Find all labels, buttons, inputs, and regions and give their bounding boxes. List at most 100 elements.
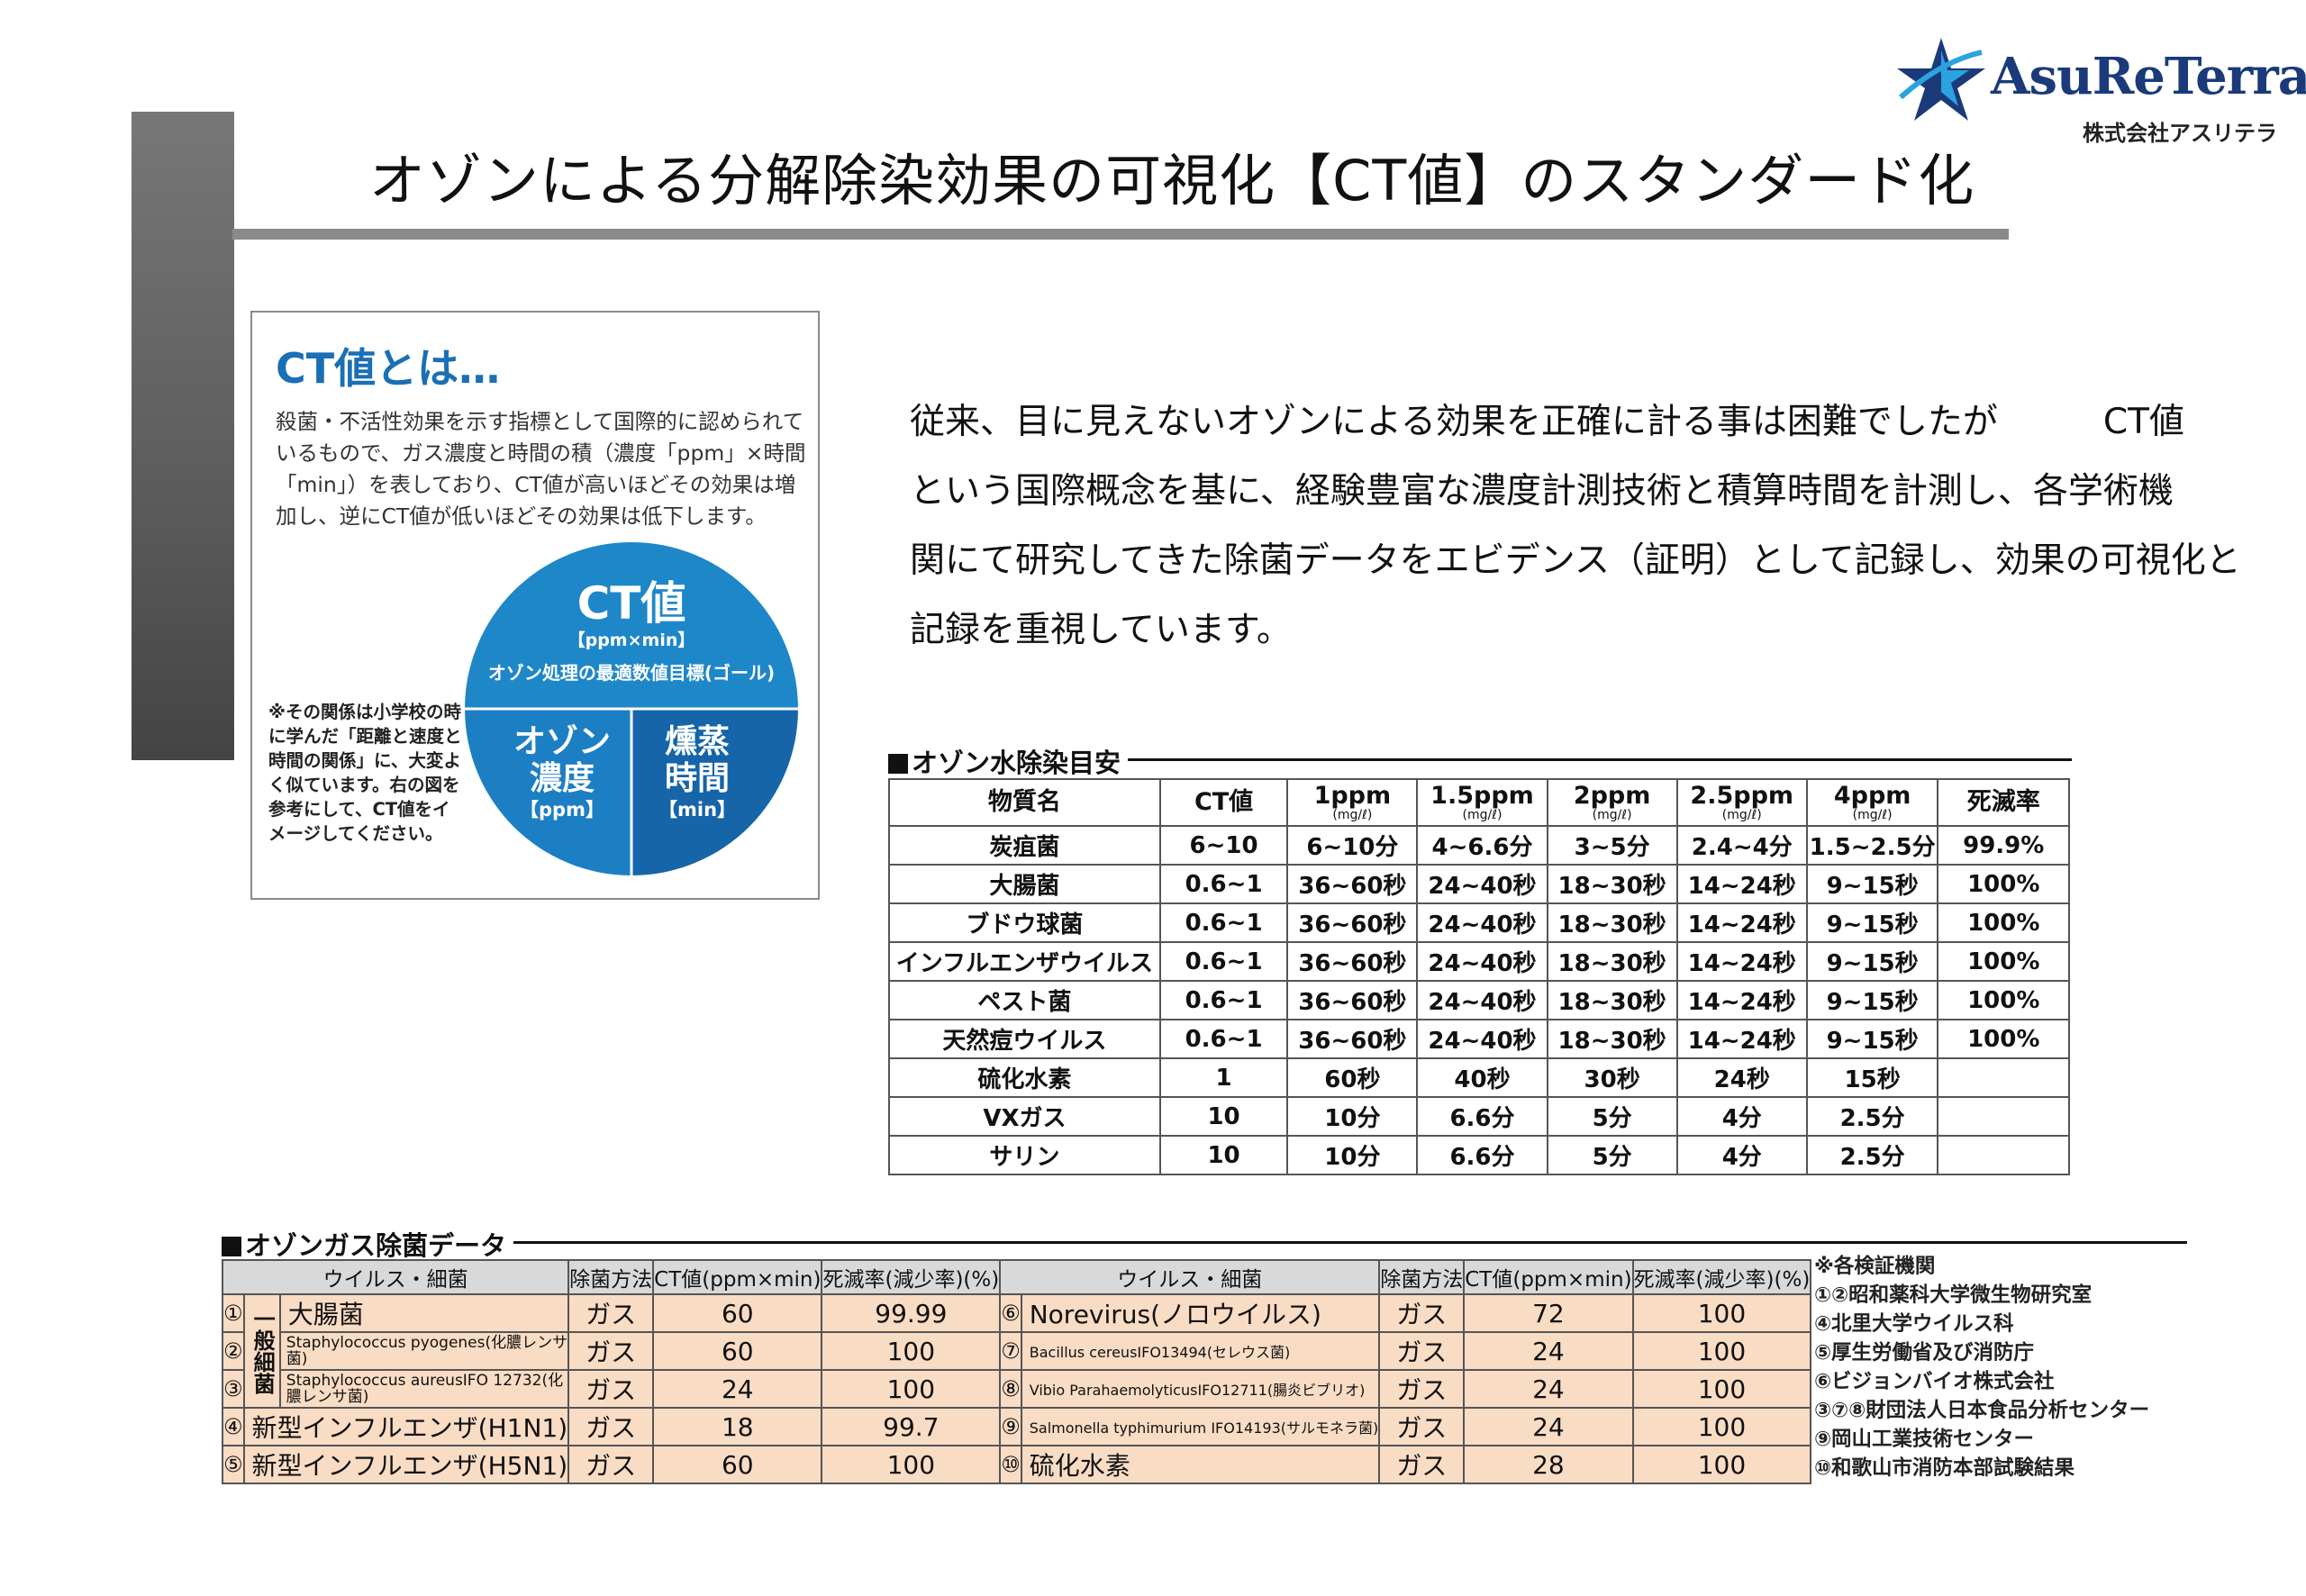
ct-value-cell: 60 — [652, 1445, 823, 1484]
water-value-cell: 24~40秒 — [1416, 941, 1548, 982]
water-header-unit: (mg/ℓ) — [1592, 808, 1632, 822]
substance-name-cell: ペスト菌 — [888, 980, 1161, 1020]
water-value-cell: 6~10分 — [1286, 825, 1419, 866]
water-header-label: 4ppm — [1833, 782, 1911, 810]
water-header-label: 物質名 — [987, 788, 1061, 816]
water-value-cell: 18~30秒 — [1546, 941, 1678, 982]
water-value-cell: 0.6~1 — [1158, 980, 1289, 1020]
water-value-cell: 24~40秒 — [1416, 1019, 1548, 1059]
water-value-cell: 9~15秒 — [1805, 980, 1939, 1020]
ct-value-cell: 72 — [1463, 1293, 1634, 1333]
row-number: ⑦ — [999, 1331, 1022, 1371]
gas-header-cell: ウイルス・細菌 — [221, 1259, 570, 1295]
water-value-cell: 18~30秒 — [1546, 980, 1678, 1020]
water-value-cell: 36~60秒 — [1286, 902, 1419, 943]
ct-box-note: ※その関係は小学校の時に学んだ「距離と速度と時間の関係」に、大変よく似ています。… — [268, 702, 462, 844]
kill-rate-cell: 100 — [1631, 1445, 1812, 1484]
water-header-unit: (mg/ℓ) — [1852, 808, 1893, 822]
substance-name-cell: 炭疽菌 — [888, 825, 1161, 866]
agency-line: ※各検証機関 — [1814, 1255, 1936, 1278]
star-logo-icon — [1897, 38, 1985, 121]
water-value-cell: 4分 — [1675, 1096, 1808, 1137]
side-accent-bar — [132, 112, 234, 760]
method-cell: ガス — [567, 1445, 655, 1484]
circle-ct-caption: オゾン処理の最適数値目標(ゴール) — [488, 662, 775, 684]
kill-rate-cell: 100 — [1631, 1331, 1812, 1371]
ct-value-cell: 60 — [652, 1331, 823, 1371]
circle-ct-unit: 【ppm×min】 — [568, 630, 695, 650]
water-value-cell: 9~15秒 — [1805, 864, 1939, 904]
circle-time-line2: 時間 — [665, 760, 730, 797]
row-number: ① — [222, 1293, 245, 1333]
water-value-cell: 0.6~1 — [1158, 1019, 1289, 1059]
agency-line: ⑥ビジョンバイオ株式会社 — [1814, 1370, 2055, 1393]
water-value-cell: 14~24秒 — [1675, 941, 1808, 982]
kill-rate-cell: 99.99 — [821, 1293, 1002, 1333]
water-value-cell: 3~5分 — [1546, 825, 1678, 866]
category-cell: 一般細菌 — [242, 1293, 281, 1409]
water-value-cell: 36~60秒 — [1286, 1019, 1419, 1059]
gas-header-cell: ウイルス・細菌 — [999, 1259, 1381, 1295]
water-header-cell: CT値 — [1158, 778, 1289, 827]
table-row: ③ Staphylococcus aureusIFO 12732(化膿レンサ菌) ガ… — [222, 1369, 1812, 1409]
circle-concentration-unit: 【ppm】 — [520, 799, 604, 821]
ct-value-cell: 24 — [1463, 1407, 1634, 1446]
water-header-label: CT値 — [1194, 788, 1254, 816]
table-row: 硫化水素 1 60秒 40秒 30秒 24秒 15秒 — [888, 1057, 2070, 1098]
water-value-cell: 18~30秒 — [1546, 902, 1678, 943]
company-logo: AsuReTerra 株式会社アスリテラ — [1892, 34, 2306, 151]
kill-rate-cell: 100 — [821, 1369, 1002, 1409]
water-value-cell: 0.6~1 — [1158, 902, 1289, 943]
table-row: サリン 10 10分 6.6分 5分 4分 2.5分 — [888, 1135, 2070, 1175]
method-cell: ガス — [1378, 1293, 1466, 1333]
water-header-cell: 1.5ppm (mg/ℓ) — [1416, 778, 1548, 827]
water-value-cell: 14~24秒 — [1675, 1019, 1808, 1059]
water-header-cell: 死滅率 — [1937, 778, 2070, 827]
water-header-unit: (mg/ℓ) — [1721, 808, 1762, 822]
row-number: ③ — [222, 1369, 245, 1409]
table-row: ① 一般細菌 大腸菌 ガス 60 99.99 ⑥ Norevirus(ノロウイルス) ガス 72 1… — [222, 1293, 1812, 1409]
water-value-cell: 10分 — [1286, 1135, 1419, 1175]
paragraph-line: 従来、目に見えないオゾンによる効果を正確に計る事は困難でしたが CT値 — [910, 402, 2184, 442]
organism-name: Salmonella typhimurium IFO14193(サルモネラ菌) — [1020, 1407, 1381, 1446]
table-row: ④ 新型インフルエンザ(H1N1) ガス 18 99.7 ⑨ Salmonella typh… — [222, 1407, 1812, 1446]
organism-name: 大腸菌 — [278, 1293, 570, 1333]
water-value-cell: 4分 — [1675, 1135, 1808, 1175]
title-underline — [232, 229, 2009, 240]
row-number: ⑩ — [999, 1445, 1022, 1484]
water-value-cell — [1937, 1057, 2070, 1098]
water-value-cell: 24~40秒 — [1416, 980, 1548, 1020]
ct-value-cell: 24 — [652, 1369, 823, 1409]
water-header-cell: 2ppm (mg/ℓ) — [1546, 778, 1678, 827]
water-value-cell: 100% — [1937, 1019, 2070, 1059]
method-cell: ガス — [1378, 1407, 1466, 1446]
row-number: ② — [222, 1331, 245, 1371]
water-header-label: 2.5ppm — [1690, 782, 1794, 810]
organism-name: 新型インフルエンザ(H5N1) — [242, 1445, 570, 1484]
ct-value-cell: 24 — [1463, 1331, 1634, 1371]
circle-time-unit: 【min】 — [658, 799, 736, 821]
method-cell: ガス — [1378, 1369, 1466, 1409]
organism-name: Vibio ParahaemolyticusIFO12711(腸炎ビブリオ) — [1020, 1369, 1381, 1409]
organism-name: Norevirus(ノロウイルス) — [1020, 1293, 1381, 1333]
water-value-cell: 24~40秒 — [1416, 864, 1548, 904]
water-value-cell: 6.6分 — [1416, 1096, 1548, 1137]
water-value-cell: 2.4~4分 — [1675, 825, 1808, 866]
agency-line: ⑤厚生労働省及び消防庁 — [1814, 1341, 2035, 1365]
gas-header-cell: 除菌方法 — [1378, 1259, 1466, 1295]
water-value-cell — [1937, 1135, 2070, 1175]
water-value-cell: 100% — [1937, 941, 2070, 982]
ct-value-cell: 18 — [652, 1407, 823, 1446]
table-row: 天然痘ウイルス 0.6~1 36~60秒 24~40秒 18~30秒 14~24秒 9~15… — [888, 1019, 2070, 1059]
organism-name: Staphylococcus aureusIFO 12732(化膿レンサ菌) — [278, 1369, 570, 1409]
ct-box-heading: CT値とは… — [276, 344, 501, 393]
water-value-cell: 15秒 — [1805, 1057, 1939, 1098]
water-value-cell: 1.5~2.5分 — [1805, 825, 1939, 866]
water-header-label: 1.5ppm — [1430, 782, 1534, 810]
paragraph-line: 記録を重視しています。 — [910, 610, 1292, 650]
row-number: ⑧ — [999, 1369, 1022, 1409]
circle-concentration-line1: オゾン — [513, 723, 611, 760]
water-value-cell: 5分 — [1546, 1096, 1678, 1137]
row-number: ④ — [222, 1407, 245, 1446]
page-title: オゾンによる分解除染効果の可視化【CT値】のスタンダード化 — [369, 148, 1975, 213]
